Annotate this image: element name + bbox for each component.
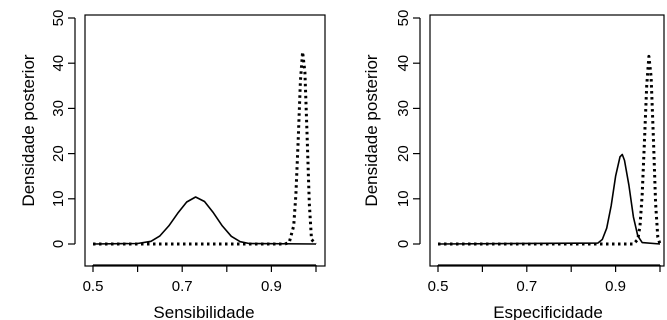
specificity-y-axis-label: Densidade posterior: [362, 54, 381, 206]
specificity-y-tick-label: 10: [395, 190, 412, 207]
sensitivity-y-axis-label: Densidade posterior: [19, 54, 38, 206]
specificity-x-tick-label: 0.9: [605, 278, 626, 295]
sensitivity-y-tick-label: 50: [50, 10, 67, 27]
sensitivity-y-tick-label: 30: [50, 100, 67, 117]
sensitivity-plot-frame: [84, 14, 326, 267]
specificity-y-tick-label: 0: [395, 240, 412, 248]
sensitivity-y-tick-label: 20: [50, 145, 67, 162]
sensitivity-y-tick-label: 40: [50, 55, 67, 72]
sensitivity-panel: 0.5 0.7 0.9 0 10 20 30 40 50 Sensibilidade Densida…: [19, 10, 326, 320]
specificity-x-tick-label: 0.5: [428, 278, 449, 295]
specificity-plot-frame: [429, 14, 665, 267]
sensitivity-x-tick-label: 0.5: [83, 278, 104, 295]
specificity-y-tick-label: 30: [395, 100, 412, 117]
sensitivity-x-tick-label: 0.7: [172, 278, 193, 295]
specificity-y-tick-label: 40: [395, 55, 412, 72]
sensitivity-solid-curve: [92, 196, 317, 245]
specificity-dotted-curve: [438, 54, 662, 246]
sensitivity-x-tick-label: 0.9: [261, 278, 282, 295]
specificity-y-tick-label: 20: [395, 145, 412, 162]
sensitivity-dotted-curve: [93, 50, 318, 246]
sensitivity-y-tick-label: 0: [50, 240, 67, 248]
specificity-solid-curve: [437, 153, 661, 245]
specificity-y-tick-label: 50: [395, 10, 412, 27]
specificity-x-axis-label: Especificidade: [493, 303, 603, 320]
specificity-panel: 0.5 0.7 0.9 0 10 20 30 40 50 Especificidade Densid…: [362, 10, 665, 320]
specificity-x-tick-label: 0.7: [516, 278, 537, 295]
sensitivity-x-axis-label: Sensibilidade: [153, 303, 254, 320]
sensitivity-y-tick-label: 10: [50, 190, 67, 207]
